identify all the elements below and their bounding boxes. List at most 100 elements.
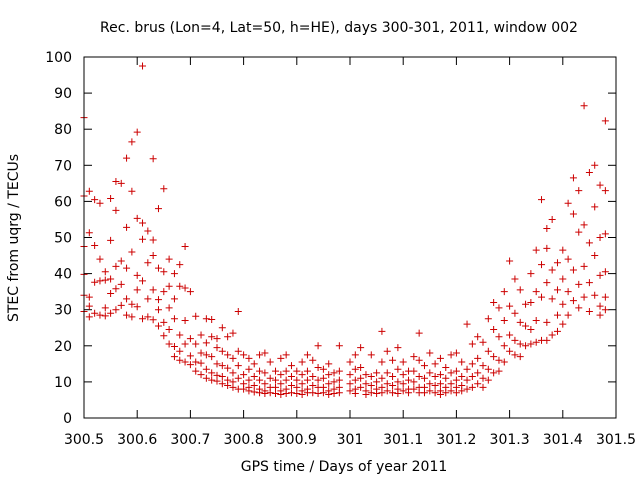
data-point	[479, 374, 487, 382]
data-point	[170, 270, 178, 278]
data-point	[436, 380, 444, 388]
data-point	[91, 278, 99, 286]
data-point	[601, 306, 609, 314]
data-point	[133, 303, 141, 311]
data-point	[224, 364, 232, 372]
data-point	[458, 372, 466, 380]
data-point	[474, 380, 482, 388]
data-point	[117, 301, 125, 309]
data-point	[553, 286, 561, 294]
data-point	[548, 215, 556, 223]
data-point	[149, 252, 157, 260]
data-point	[181, 284, 189, 292]
data-point	[463, 385, 471, 393]
data-point	[218, 372, 226, 380]
data-point	[314, 376, 322, 384]
data-point	[96, 255, 104, 263]
data-point	[144, 259, 152, 267]
data-point	[176, 282, 184, 290]
data-point	[569, 210, 577, 218]
data-point	[553, 259, 561, 267]
data-point	[522, 300, 530, 308]
data-point	[591, 291, 599, 299]
data-point	[181, 340, 189, 348]
data-point	[240, 371, 248, 379]
data-point	[383, 387, 391, 395]
data-point	[410, 367, 418, 375]
data-point	[575, 304, 583, 312]
data-point	[298, 358, 306, 366]
y-tick-label: 40	[54, 267, 72, 283]
data-point	[601, 117, 609, 125]
data-point	[601, 187, 609, 195]
data-point	[197, 331, 205, 339]
data-point	[362, 371, 370, 379]
data-point	[266, 374, 274, 382]
data-point	[378, 358, 386, 366]
data-point	[564, 255, 572, 263]
data-point	[410, 378, 418, 386]
data-point	[543, 224, 551, 232]
data-point	[202, 374, 210, 382]
data-point	[420, 374, 428, 382]
data-point	[585, 279, 593, 287]
data-point	[91, 196, 99, 204]
data-point	[484, 376, 492, 384]
data-point	[250, 360, 258, 368]
data-point	[442, 363, 450, 371]
axis-ticks: 300.5 300.6 300.7 300.8 300.9 301 301.1 301.2 30…	[45, 50, 636, 448]
data-point	[532, 246, 540, 254]
x-axis-label: GPS time / Days of year 2011	[241, 459, 448, 475]
data-point	[192, 367, 200, 375]
data-point	[186, 361, 194, 369]
data-point	[399, 358, 407, 366]
data-point	[202, 315, 210, 323]
data-point	[101, 276, 109, 284]
data-point	[123, 264, 131, 272]
y-axis-label: STEC from uqrg / TECUs	[6, 154, 22, 322]
data-point	[250, 388, 258, 396]
data-point	[564, 288, 572, 296]
data-point	[447, 351, 455, 359]
data-point	[202, 339, 210, 347]
data-point	[585, 239, 593, 247]
data-point	[559, 300, 567, 308]
data-point	[410, 385, 418, 393]
data-point	[405, 376, 413, 384]
data-point	[160, 332, 168, 340]
data-point	[266, 358, 274, 366]
data-point	[197, 359, 205, 367]
data-point	[218, 347, 226, 355]
data-point	[325, 360, 333, 368]
data-point	[436, 371, 444, 379]
data-point	[426, 349, 434, 357]
data-point	[415, 356, 423, 364]
data-point	[170, 315, 178, 323]
data-point	[532, 338, 540, 346]
data-point	[85, 187, 93, 195]
data-point	[112, 262, 120, 270]
data-point	[389, 372, 397, 380]
data-point	[96, 277, 104, 285]
data-point	[85, 293, 93, 301]
data-point	[362, 380, 370, 388]
data-point	[580, 221, 588, 229]
data-point	[367, 382, 375, 390]
data-point	[133, 271, 141, 279]
data-point	[229, 369, 237, 377]
data-point	[234, 374, 242, 382]
data-point	[383, 347, 391, 355]
data-point	[85, 313, 93, 321]
data-point	[154, 205, 162, 213]
data-point	[319, 389, 327, 397]
data-point	[133, 128, 141, 136]
data-point	[325, 391, 333, 399]
data-point	[139, 277, 147, 285]
data-point	[490, 326, 498, 334]
data-point	[282, 376, 290, 384]
data-point	[186, 288, 194, 296]
x-tick-label: 300.9	[277, 432, 317, 448]
data-point	[532, 288, 540, 296]
data-point	[564, 199, 572, 207]
